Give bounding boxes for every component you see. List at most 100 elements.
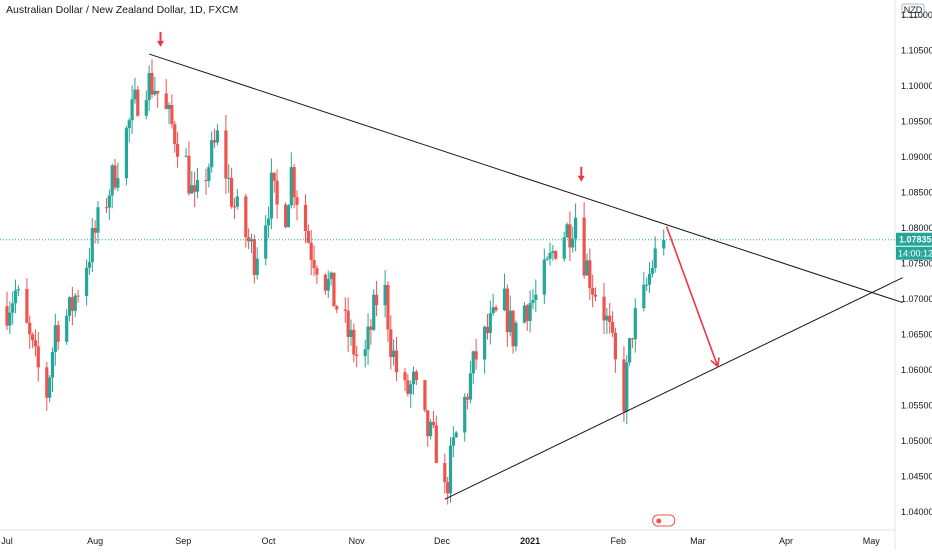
x-tick-label: 2021: [520, 536, 540, 546]
candle-body: [485, 326, 490, 334]
candle-body: [582, 217, 586, 276]
candle-body: [426, 410, 430, 437]
candle-body: [434, 425, 438, 464]
candle-body: [309, 242, 313, 260]
candle-body: [628, 338, 632, 363]
candle-body: [266, 218, 271, 226]
currency-box: [901, 3, 925, 18]
economic-event-icon[interactable]: [652, 514, 676, 527]
support-trendline[interactable]: [444, 277, 903, 500]
candle-body: [514, 322, 518, 347]
candle-body: [454, 432, 458, 438]
candle-body: [255, 258, 259, 275]
candle-body: [56, 325, 60, 342]
y-tick-label: 1.10500: [901, 46, 932, 56]
x-tick-label: Feb: [610, 536, 626, 546]
candle-body: [5, 306, 9, 326]
candle-body: [571, 238, 575, 248]
chart-title: Australian Dollar / New Zealand Dollar, …: [6, 4, 239, 16]
candle-body: [229, 177, 234, 207]
candle-body: [306, 231, 310, 243]
candle-body: [45, 367, 49, 398]
candle-body: [144, 100, 148, 116]
candle-body: [474, 351, 478, 360]
candle-body: [113, 165, 117, 188]
candle-body: [53, 325, 57, 352]
candle-body: [343, 309, 347, 311]
candle-body: [147, 73, 151, 101]
y-tick-label: 1.04500: [901, 472, 932, 482]
x-tick-label: Oct: [262, 536, 277, 546]
candle-body: [315, 268, 319, 275]
resistance-trendline[interactable]: [148, 53, 903, 304]
candle-body: [130, 99, 134, 121]
candle-body: [8, 312, 12, 326]
candle-body: [625, 362, 629, 412]
candle-body: [511, 310, 515, 347]
economic-event-dot-icon: [656, 518, 662, 524]
candle-body: [451, 437, 455, 446]
candle-body: [471, 351, 475, 374]
y-tick-label: 1.06000: [901, 365, 932, 375]
y-tick-label: 1.05000: [901, 436, 932, 446]
x-tick-label: May: [863, 536, 881, 546]
candle-body: [394, 350, 399, 373]
candle-body: [235, 196, 239, 207]
candle-body: [224, 130, 228, 179]
candle-body: [193, 185, 197, 192]
candle-body: [67, 297, 72, 316]
candle-body: [551, 251, 555, 253]
y-tick-label: 1.10000: [901, 81, 932, 91]
candle-body: [608, 315, 612, 323]
candle-body: [207, 167, 211, 182]
candle-body: [104, 207, 109, 209]
candle-body: [93, 228, 97, 233]
countdown-badge: [896, 246, 932, 260]
x-tick-label: Apr: [779, 536, 793, 546]
candle-body: [16, 288, 20, 291]
candle-body: [483, 326, 487, 360]
y-tick-label: 1.06500: [901, 330, 932, 340]
candle-body: [249, 239, 254, 242]
candle-body: [303, 204, 308, 232]
candle-body: [468, 373, 473, 400]
candle-body: [349, 329, 353, 337]
candle-body: [167, 104, 171, 110]
candle-body: [65, 315, 69, 342]
candle-body: [502, 288, 507, 311]
candle-body: [528, 303, 532, 322]
candle-body: [175, 143, 180, 157]
candle-body: [90, 228, 94, 263]
candle-body: [662, 240, 666, 249]
candle-body: [346, 310, 350, 337]
projection-arrow-head: [710, 357, 720, 369]
down-arrow-marker-head: [157, 40, 165, 47]
y-tick-label: 1.08000: [901, 223, 932, 233]
candle-body: [284, 204, 288, 228]
candle-body: [107, 195, 111, 208]
candle-body: [70, 297, 74, 311]
candle-body: [204, 180, 208, 182]
candle-body: [591, 288, 595, 295]
candle-body: [136, 89, 140, 116]
candle-body: [554, 251, 558, 259]
candle-body: [386, 284, 390, 330]
candle-body: [429, 421, 433, 437]
candle-body: [323, 274, 328, 291]
candle-body: [116, 178, 120, 188]
candle-body: [366, 326, 370, 350]
candle-body: [372, 294, 376, 330]
candle-body: [173, 124, 177, 144]
candle-body: [562, 237, 566, 259]
candle-body: [443, 463, 447, 483]
candle-body: [411, 371, 416, 385]
candle-body: [403, 372, 407, 381]
candle-body: [329, 272, 333, 280]
candle-body: [335, 306, 339, 310]
candle-body: [286, 205, 291, 228]
candle-body: [363, 349, 367, 357]
candle-body: [406, 380, 410, 394]
y-tick-label: 1.07500: [901, 259, 932, 269]
